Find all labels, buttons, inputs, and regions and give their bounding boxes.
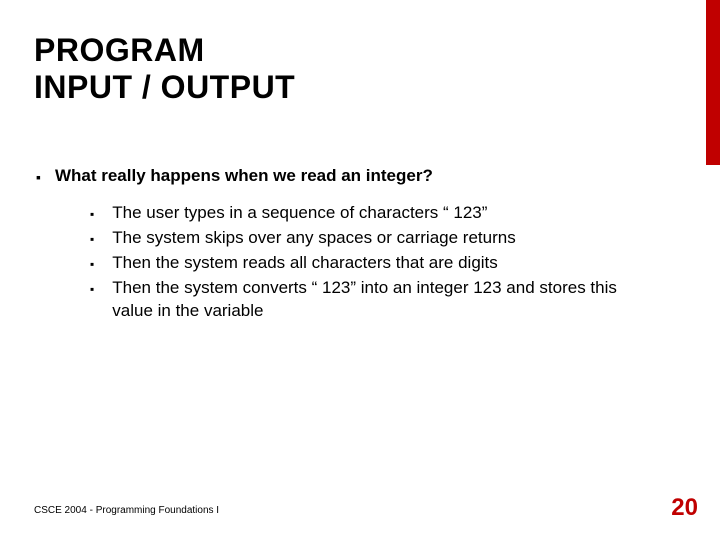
list-item: ▪ The system skips over any spaces or ca… (90, 227, 684, 250)
bullet-marker-icon: ▪ (90, 207, 94, 221)
main-question-text: What really happens when we read an inte… (55, 166, 433, 186)
sub-bullet-list: ▪ The user types in a sequence of charac… (90, 202, 684, 323)
sub-item-text: The user types in a sequence of characte… (112, 202, 487, 225)
main-bullet: ▪ What really happens when we read an in… (36, 166, 684, 186)
title-line-1: PROGRAM (34, 32, 295, 69)
accent-bar (706, 0, 720, 165)
slide-title: PROGRAM INPUT / OUTPUT (34, 32, 295, 106)
bullet-marker-icon: ▪ (90, 257, 94, 271)
sub-item-text: The system skips over any spaces or carr… (112, 227, 515, 250)
sub-item-text: Then the system converts “ 123” into an … (112, 277, 652, 323)
bullet-marker-icon: ▪ (90, 282, 94, 296)
footer-text: CSCE 2004 - Programming Foundations I (34, 505, 219, 516)
bullet-marker-icon: ▪ (36, 169, 41, 185)
title-line-2: INPUT / OUTPUT (34, 69, 295, 106)
list-item: ▪ Then the system reads all characters t… (90, 252, 684, 275)
list-item: ▪ The user types in a sequence of charac… (90, 202, 684, 225)
bullet-marker-icon: ▪ (90, 232, 94, 246)
content-area: ▪ What really happens when we read an in… (36, 166, 684, 325)
sub-item-text: Then the system reads all characters tha… (112, 252, 498, 275)
list-item: ▪ Then the system converts “ 123” into a… (90, 277, 684, 323)
page-number: 20 (671, 494, 698, 522)
